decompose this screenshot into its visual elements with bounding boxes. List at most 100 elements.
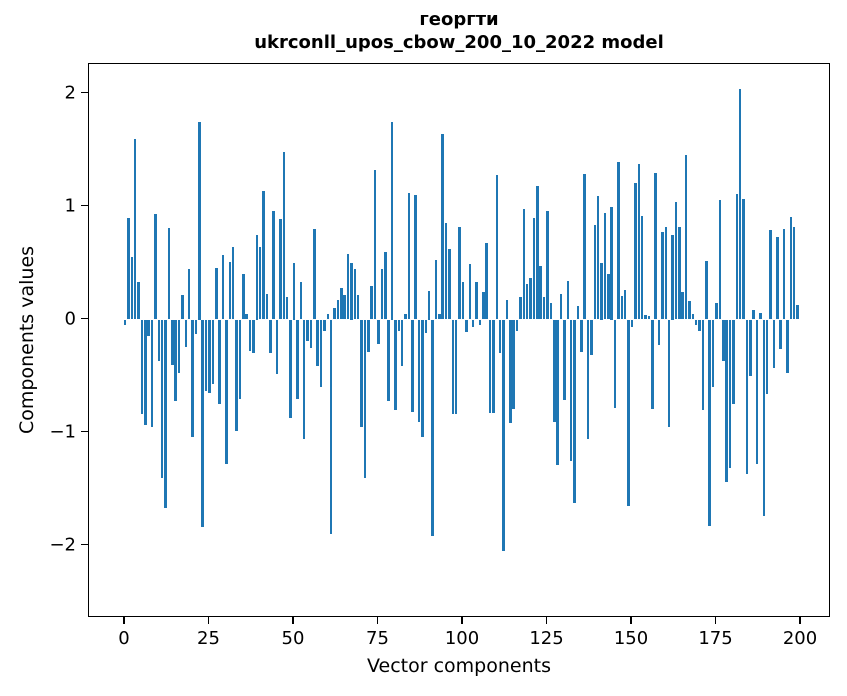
bar [549,302,553,320]
x-tick-label: 100 [444,628,480,649]
bar [160,319,164,478]
bar [451,319,455,415]
bar [448,249,451,320]
bar [262,190,265,320]
bar [786,319,789,373]
bar [316,319,319,366]
bar [651,319,654,409]
bar [387,319,390,401]
bar [769,230,772,320]
bar [654,172,657,320]
bar [414,195,417,320]
bar [458,226,461,320]
bar [144,319,147,425]
bar [745,319,749,475]
x-tick-label: 50 [281,628,305,649]
bar [346,253,350,320]
bar [738,88,742,320]
bar [343,294,346,320]
bar [258,247,262,320]
bar [772,319,776,369]
bar [603,213,607,320]
bar [465,319,468,332]
bar [546,211,549,320]
bar [708,319,711,527]
bar [789,216,793,320]
bar [519,296,522,320]
bar [722,319,725,362]
bar [525,284,529,320]
bar [536,186,539,320]
bar [208,319,211,393]
y-tick-mark [81,204,88,207]
bar [177,319,181,373]
bar [593,224,597,320]
bar [637,163,640,320]
bar [796,304,799,320]
bar [333,308,336,320]
bar [542,296,546,320]
bar [765,319,769,395]
bar [360,319,363,427]
bar [397,319,401,331]
bar [502,319,505,552]
bar [688,301,691,320]
bar [279,218,282,320]
bar [191,319,194,438]
bar [488,319,492,414]
bar [492,319,495,414]
bar [215,267,218,320]
bar [164,319,167,509]
bar [461,282,465,320]
bar [167,227,171,320]
bar [620,295,624,320]
bar [421,319,424,438]
bar [238,319,242,399]
bar [377,319,380,345]
bar [363,319,367,478]
bar [698,319,701,331]
x-tick-mark [376,617,379,624]
bar [529,277,532,320]
bar [265,293,269,320]
x-tick-mark [630,617,632,624]
bar [556,319,559,466]
bar [732,319,735,405]
bar [326,313,330,320]
bar [468,264,471,320]
bar [123,319,127,326]
bar [424,319,428,334]
bar [471,319,475,328]
bar [640,215,644,320]
bar [296,319,299,399]
bar [725,319,728,483]
bar [384,251,387,320]
bar [559,293,563,320]
bar [627,319,630,506]
bar [498,319,502,354]
bar [174,319,177,401]
x-tick-mark [461,617,463,624]
bar [630,319,634,328]
x-tick-label: 150 [613,628,649,649]
bars-layer [89,64,829,616]
bar [749,319,752,376]
bar [590,319,593,355]
bar [231,247,235,320]
bar [370,285,373,320]
bar [610,206,613,320]
x-tick-mark [292,617,294,624]
bar [580,319,583,353]
bar [225,319,228,465]
bar [532,217,536,320]
bar [184,319,188,347]
y-tick-label: 0 [64,308,76,329]
bar [390,121,394,320]
x-tick-label: 75 [366,628,389,649]
bar [373,170,377,320]
bar [512,319,515,409]
bar [681,292,684,320]
bar [613,319,617,408]
bar [674,201,678,320]
bar [313,229,316,320]
